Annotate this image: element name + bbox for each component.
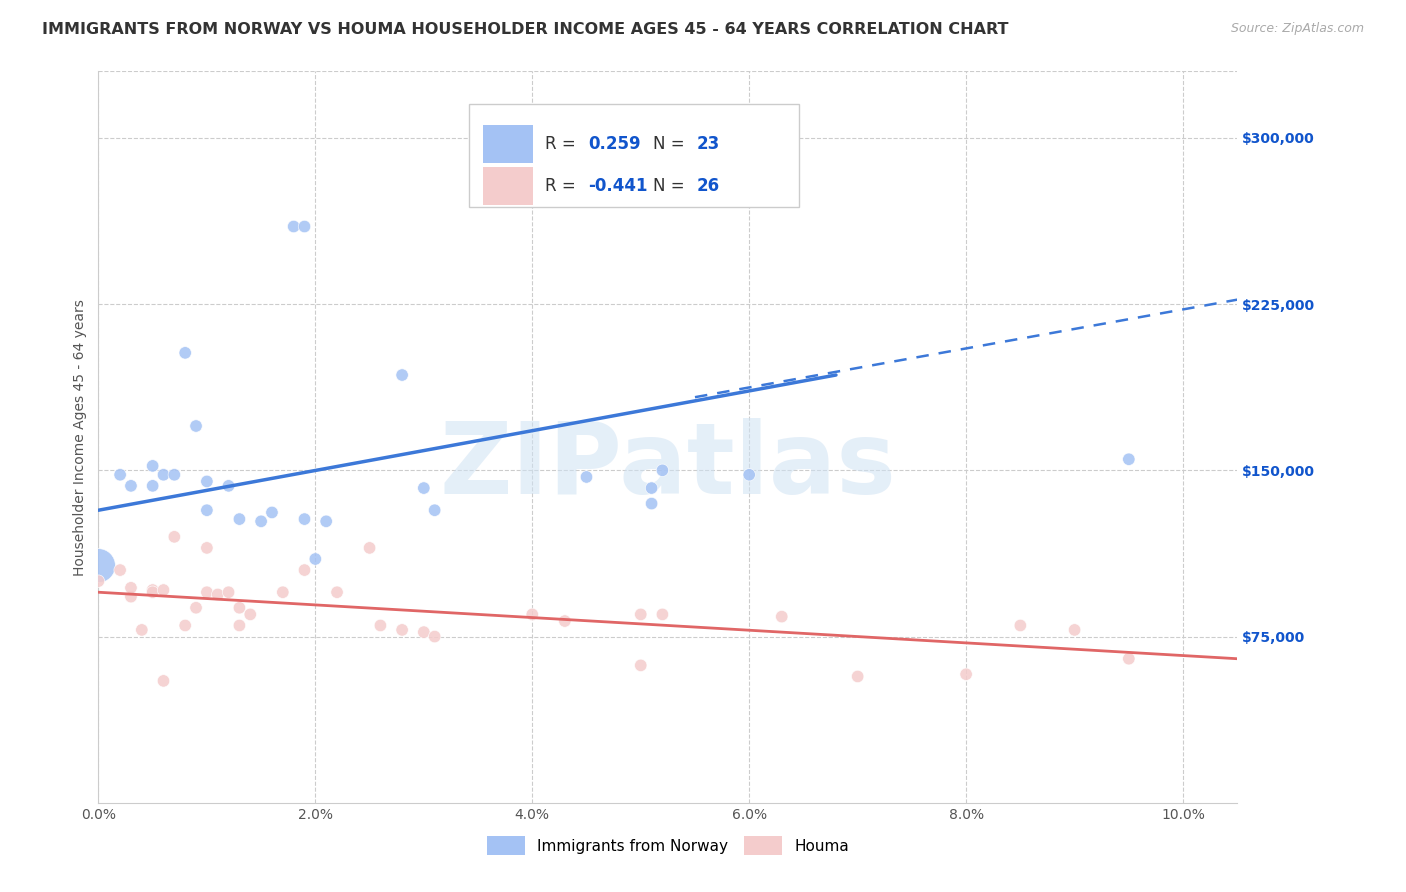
Point <box>955 667 977 681</box>
Point <box>174 346 197 360</box>
Point <box>152 467 174 482</box>
Point <box>195 475 218 489</box>
Point <box>315 514 337 528</box>
Point <box>163 530 186 544</box>
Point <box>195 541 218 555</box>
Point <box>152 582 174 597</box>
Point <box>651 607 673 622</box>
Point <box>423 630 446 644</box>
Point <box>370 618 392 632</box>
Text: IMMIGRANTS FROM NORWAY VS HOUMA HOUSEHOLDER INCOME AGES 45 - 64 YEARS CORRELATIO: IMMIGRANTS FROM NORWAY VS HOUMA HOUSEHOL… <box>42 22 1008 37</box>
Point <box>142 458 165 473</box>
Point <box>640 497 662 511</box>
Point <box>239 607 262 622</box>
Point <box>283 219 305 234</box>
Point <box>294 219 316 234</box>
FancyBboxPatch shape <box>484 125 533 163</box>
Point <box>142 582 165 597</box>
Text: -0.441: -0.441 <box>588 177 648 195</box>
Point <box>738 467 761 482</box>
Point <box>575 470 598 484</box>
Point <box>195 585 218 599</box>
Point <box>359 541 381 555</box>
Point <box>271 585 294 599</box>
Point <box>218 585 240 599</box>
Point <box>152 673 174 688</box>
Point <box>630 658 652 673</box>
Point <box>195 503 218 517</box>
Point <box>228 618 250 632</box>
FancyBboxPatch shape <box>468 104 799 207</box>
Point <box>640 481 662 495</box>
Point <box>260 505 283 519</box>
Point <box>250 514 273 528</box>
Text: N =: N = <box>652 135 690 153</box>
Point <box>120 479 142 493</box>
Point <box>108 563 131 577</box>
Point <box>1010 618 1032 632</box>
Point <box>120 590 142 604</box>
Point <box>630 607 652 622</box>
Point <box>326 585 349 599</box>
Point <box>228 600 250 615</box>
Point <box>467 186 489 201</box>
Point <box>174 618 197 632</box>
Point <box>131 623 153 637</box>
Y-axis label: Householder Income Ages 45 - 64 years: Householder Income Ages 45 - 64 years <box>73 299 87 575</box>
Point <box>142 479 165 493</box>
Point <box>846 669 869 683</box>
Point <box>423 503 446 517</box>
Point <box>304 552 326 566</box>
Point <box>554 614 576 628</box>
Point <box>522 607 544 622</box>
Point <box>294 512 316 526</box>
Point <box>391 623 413 637</box>
Point <box>108 467 131 482</box>
Text: R =: R = <box>546 177 581 195</box>
Text: N =: N = <box>652 177 690 195</box>
Point <box>412 625 434 640</box>
Text: ZIPatlas: ZIPatlas <box>440 417 896 515</box>
Point <box>218 479 240 493</box>
Point <box>184 600 207 615</box>
Text: 0.259: 0.259 <box>588 135 641 153</box>
Text: R =: R = <box>546 135 581 153</box>
Point <box>1063 623 1085 637</box>
Text: 23: 23 <box>696 135 720 153</box>
FancyBboxPatch shape <box>484 167 533 205</box>
Legend: Immigrants from Norway, Houma: Immigrants from Norway, Houma <box>481 830 855 861</box>
Point <box>87 558 110 573</box>
Point <box>1118 452 1140 467</box>
Point <box>294 563 316 577</box>
Point <box>142 585 165 599</box>
Point <box>87 574 110 589</box>
Point <box>651 463 673 477</box>
Text: 26: 26 <box>696 177 720 195</box>
Point <box>1118 651 1140 665</box>
Point <box>120 581 142 595</box>
Point <box>228 512 250 526</box>
Point <box>770 609 793 624</box>
Point <box>163 467 186 482</box>
Point <box>412 481 434 495</box>
Text: Source: ZipAtlas.com: Source: ZipAtlas.com <box>1230 22 1364 36</box>
Point <box>391 368 413 382</box>
Point <box>207 587 229 601</box>
Point <box>184 419 207 434</box>
